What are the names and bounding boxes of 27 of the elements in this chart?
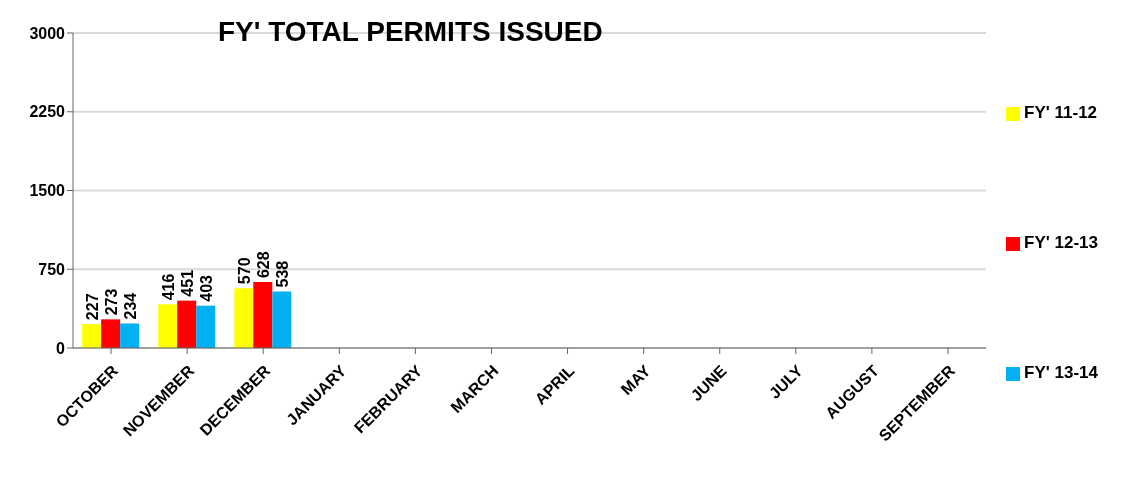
- y-tick-label: 0: [56, 339, 66, 357]
- y-tick-label: 750: [38, 260, 66, 278]
- bar: [253, 282, 273, 348]
- bar: [196, 305, 216, 348]
- data-label: 234: [121, 292, 139, 320]
- data-label: 416: [159, 273, 177, 301]
- y-tick-label: 3000: [29, 24, 66, 42]
- bar: [177, 300, 197, 348]
- legend-label: FY' 11-12: [1024, 103, 1098, 122]
- data-label: 570: [235, 257, 253, 285]
- data-label: 538: [273, 260, 291, 288]
- bar: [120, 323, 140, 348]
- y-tick-label: 2250: [29, 103, 66, 121]
- bar: [234, 288, 254, 348]
- data-label: 628: [254, 251, 272, 279]
- legend-label: FY' 13-14: [1024, 363, 1098, 382]
- bar: [82, 324, 102, 348]
- chart-title: FY' TOTAL PERMITS ISSUED: [218, 16, 603, 48]
- bar: [101, 319, 121, 348]
- y-tick-label: 1500: [29, 182, 66, 200]
- bar: [158, 304, 178, 348]
- data-label: 403: [197, 274, 215, 302]
- legend-label: FY' 12-13: [1024, 233, 1098, 252]
- bar: [272, 291, 292, 348]
- data-label: 451: [178, 269, 196, 297]
- data-label: 273: [102, 288, 120, 316]
- data-label: 227: [83, 293, 101, 321]
